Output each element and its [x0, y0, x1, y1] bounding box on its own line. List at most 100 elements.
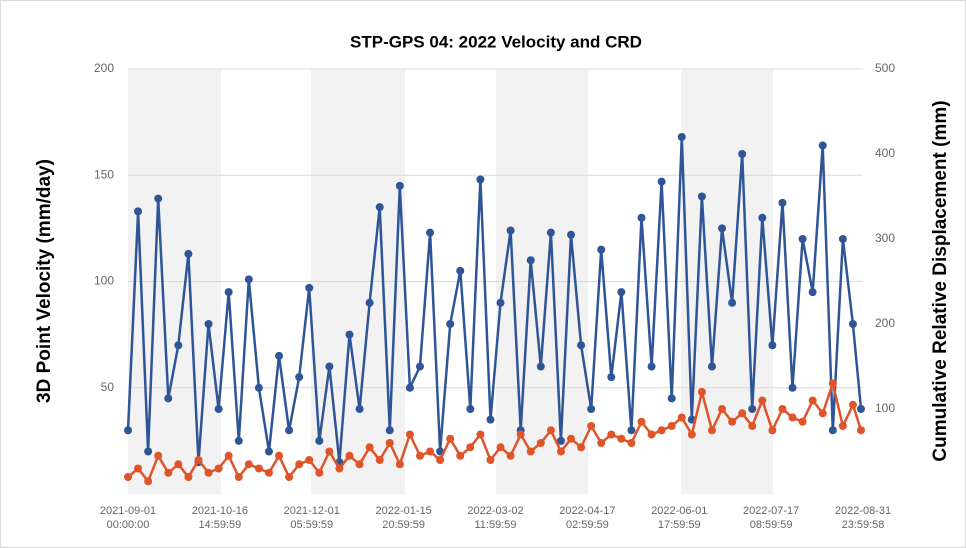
data-point — [637, 417, 646, 426]
data-point — [214, 464, 223, 473]
data-point — [667, 422, 676, 430]
x-tick-label: 2022-04-17 02:59:59 — [559, 505, 616, 531]
data-point — [375, 456, 384, 464]
data-point — [436, 456, 445, 464]
data-point — [597, 245, 606, 254]
data-point — [466, 405, 475, 413]
y-tick-label: 200 — [94, 61, 114, 75]
data-point — [124, 426, 132, 435]
data-point — [395, 181, 404, 190]
data-point — [748, 405, 757, 413]
data-point — [456, 266, 465, 275]
data-point — [587, 422, 596, 430]
data-point — [848, 400, 857, 409]
data-point — [476, 175, 485, 184]
data-point — [838, 422, 847, 430]
data-point — [728, 298, 737, 307]
y2-axis-title: Cumulative Relative Displacement (mm) — [930, 100, 951, 461]
data-point — [355, 405, 364, 413]
data-point — [838, 235, 847, 243]
data-point — [556, 447, 565, 456]
x-tick-label: 2022-03-02 11:59:59 — [467, 505, 524, 531]
data-point — [607, 430, 616, 439]
data-point — [808, 396, 817, 405]
data-point — [204, 468, 213, 477]
data-point — [506, 451, 515, 460]
data-point — [567, 434, 576, 443]
data-point — [587, 405, 596, 413]
data-point — [657, 177, 666, 186]
data-point — [234, 473, 243, 481]
data-point — [627, 439, 636, 447]
data-point — [486, 456, 495, 464]
x-tick-label: 2022-01-15 20:59:59 — [375, 505, 432, 531]
data-point — [395, 460, 404, 469]
data-point — [707, 426, 716, 435]
data-point — [637, 213, 646, 222]
data-point — [758, 213, 767, 222]
data-point — [415, 362, 424, 371]
data-point — [768, 341, 777, 350]
y2-tick-label: 400 — [875, 146, 895, 160]
data-point — [154, 451, 163, 460]
data-point — [405, 383, 414, 392]
data-point — [144, 477, 153, 486]
data-point — [617, 434, 626, 443]
data-point — [164, 468, 173, 477]
data-point — [426, 447, 435, 456]
data-point — [788, 383, 797, 392]
data-point — [486, 415, 495, 424]
data-point — [856, 426, 865, 435]
data-point — [768, 426, 777, 435]
y-tick-label: 150 — [94, 167, 114, 181]
data-point — [285, 473, 294, 481]
data-point — [617, 288, 626, 297]
x-tick-label: 2022-06-01 17:59:59 — [651, 505, 708, 531]
data-point — [808, 288, 817, 297]
data-point — [818, 141, 827, 150]
data-point — [778, 405, 787, 413]
data-point — [184, 249, 193, 258]
data-point — [718, 405, 727, 413]
data-point — [687, 430, 696, 439]
y2-tick-label: 300 — [875, 231, 895, 245]
data-point — [536, 362, 545, 371]
data-point — [275, 451, 284, 460]
data-point — [506, 226, 515, 235]
data-point — [556, 436, 565, 445]
data-point — [385, 439, 394, 447]
data-point — [275, 351, 284, 360]
data-point — [244, 275, 253, 284]
data-point — [365, 298, 374, 307]
data-point — [728, 417, 737, 426]
data-point — [647, 430, 656, 439]
data-point — [224, 451, 233, 460]
data-point — [526, 256, 535, 265]
data-point — [415, 451, 424, 460]
data-point — [254, 464, 263, 473]
data-point — [345, 451, 354, 460]
data-point — [174, 341, 183, 350]
series-line — [126, 136, 863, 463]
data-point — [577, 341, 586, 350]
data-point — [194, 456, 203, 464]
data-point — [254, 383, 263, 392]
data-point — [426, 228, 435, 237]
data-point — [335, 464, 344, 473]
data-point — [264, 447, 273, 456]
x-tick-label: 2022-08-31 23:59:58 — [834, 505, 892, 531]
y-axis-title: 3D Point Velocity (mm/day) — [34, 159, 55, 403]
data-point — [365, 443, 374, 452]
data-point — [607, 373, 616, 382]
x-tick-label: 2021-12-01 05:59:59 — [283, 505, 340, 531]
x-tick-label: 2021-09-01 00:00:00 — [99, 505, 157, 531]
data-point — [818, 409, 827, 418]
data-point — [244, 460, 253, 469]
data-point — [124, 473, 132, 481]
data-point — [657, 426, 666, 435]
data-point — [627, 426, 636, 435]
data-point — [154, 194, 163, 203]
data-point — [667, 394, 676, 403]
